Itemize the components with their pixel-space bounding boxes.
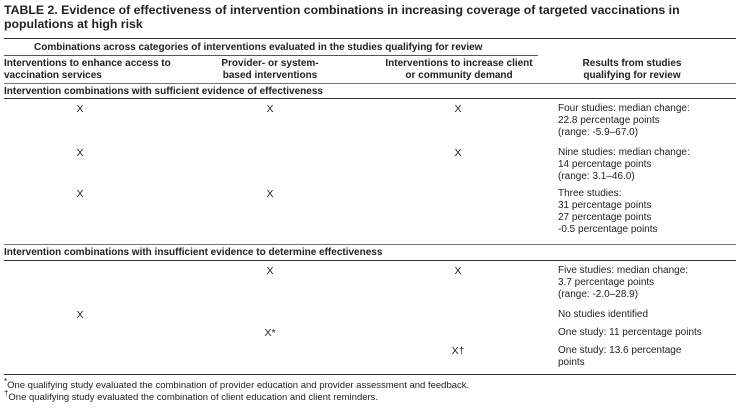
result-line: 27 percentage points (558, 212, 652, 223)
result-line: 14 percentage points (558, 159, 652, 170)
section-rule (4, 260, 736, 261)
cell-results: One study: 13.6 percentage points (558, 345, 738, 369)
section-rule (4, 98, 736, 99)
col-header-results: Results from studies qualifying for revi… (582, 58, 682, 81)
top-rule (4, 38, 736, 39)
cell-access: X (76, 188, 84, 200)
col-header-demand: Interventions to increase client or comm… (385, 58, 533, 81)
result-line: (range: -2.0–28.9) (558, 289, 639, 300)
cell-results: Three studies: 31 percentage points 27 per… (558, 188, 738, 236)
cell-demand: X† (451, 345, 465, 357)
col-header-access: Interventions to enhance access to vacci… (4, 58, 171, 81)
cell-provider: X (266, 188, 274, 200)
section-header: Intervention combinations with sufficien… (4, 86, 323, 97)
cell-provider: X (266, 103, 274, 115)
cell-demand: X (454, 265, 462, 277)
header-rule (4, 83, 736, 84)
result-line: points (558, 357, 585, 368)
result-line: (range: -5.9–67.0) (558, 127, 639, 138)
cell-results: One study: 11 percentage points (558, 327, 738, 339)
bottom-rule (4, 374, 736, 375)
section-header: Intervention combinations with insuffici… (4, 247, 383, 258)
result-line: -0.5 percentage points (558, 224, 658, 235)
result-line: One study: 13.6 percentage (558, 345, 682, 356)
cell-access: X (76, 103, 84, 115)
cell-demand: X (454, 103, 462, 115)
result-line: One study: 11 percentage points (558, 327, 702, 338)
cell-access: X (76, 309, 84, 321)
cell-provider: X (266, 265, 274, 277)
footnote: *One qualifying study evaluated the comb… (4, 377, 470, 392)
footnote: †One qualifying study evaluated the comb… (4, 389, 379, 404)
result-line: 31 percentage points (558, 200, 652, 211)
cell-results: Four studies: median change: 22.8 percent… (558, 103, 738, 139)
section-divider (4, 244, 736, 245)
cell-results: Five studies: median change: 3.7 percenta… (558, 265, 738, 301)
result-line: Five studies: median change: (558, 265, 689, 276)
col-header-provider: Provider- or system-based interventions (221, 58, 319, 81)
cell-access: X (76, 147, 84, 159)
result-line: (range: 3.1–46.0) (558, 171, 635, 182)
cell-results: No studies identified (558, 309, 738, 321)
group-rule (4, 55, 538, 56)
result-line: 22.8 percentage points (558, 115, 660, 126)
result-line: No studies identified (558, 309, 649, 320)
cell-results: Nine studies: median change: 14 percentag… (558, 147, 738, 183)
result-line: 3.7 percentage points (558, 277, 655, 288)
result-line: Three studies: (558, 188, 622, 199)
cell-demand: X (454, 147, 462, 159)
cell-provider: X* (264, 327, 276, 339)
result-line: Nine studies: median change: (558, 147, 690, 158)
table-title: TABLE 2. Evidence of effectiveness of in… (4, 3, 680, 31)
group-header: Combinations across categories of interv… (34, 42, 483, 53)
result-line: Four studies: median change: (558, 103, 690, 114)
